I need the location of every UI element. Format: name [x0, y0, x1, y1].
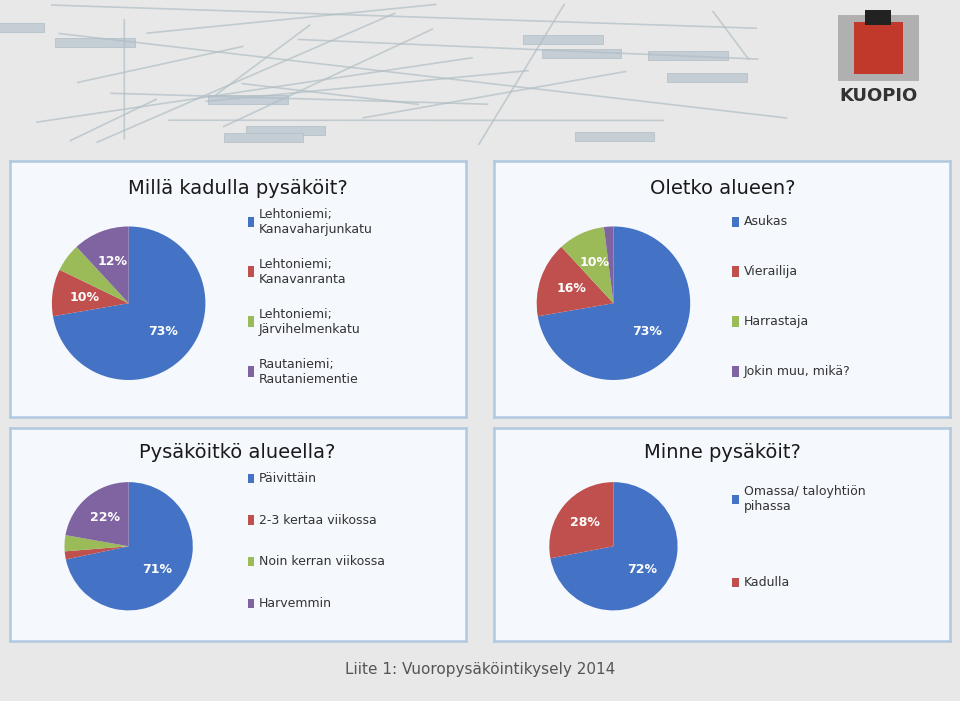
Text: Asukas: Asukas	[744, 215, 788, 229]
Wedge shape	[604, 226, 613, 304]
Wedge shape	[64, 535, 129, 552]
Bar	[208, 95, 288, 104]
Wedge shape	[77, 226, 129, 304]
FancyBboxPatch shape	[732, 495, 739, 504]
Wedge shape	[64, 546, 129, 559]
FancyBboxPatch shape	[248, 557, 254, 566]
Text: Lehtoniemi;
Järvihelmenkatu: Lehtoniemi; Järvihelmenkatu	[259, 308, 361, 336]
Bar	[667, 74, 747, 82]
Wedge shape	[538, 226, 690, 380]
Text: 72%: 72%	[627, 564, 657, 576]
Wedge shape	[53, 226, 205, 380]
Bar	[541, 49, 621, 57]
Text: Oletko alueen?: Oletko alueen?	[650, 179, 795, 198]
Text: Rautaniemi;
Rautaniementie: Rautaniemi; Rautaniementie	[259, 358, 359, 386]
Wedge shape	[52, 270, 129, 316]
Bar	[854, 22, 902, 74]
Text: Pysäköitkö alueella?: Pysäköitkö alueella?	[139, 442, 336, 461]
Bar	[575, 132, 655, 141]
Text: Omassa/ taloyhtiön
pihassa: Omassa/ taloyhtiön pihassa	[744, 485, 865, 513]
Bar	[837, 15, 919, 81]
Text: Lehtoniemi;
Kanavanranta: Lehtoniemi; Kanavanranta	[259, 258, 347, 286]
Bar	[865, 11, 892, 25]
Text: 71%: 71%	[142, 563, 173, 576]
FancyBboxPatch shape	[248, 515, 254, 524]
Text: Millä kadulla pysäköit?: Millä kadulla pysäköit?	[128, 179, 348, 198]
FancyBboxPatch shape	[248, 474, 254, 483]
Text: 16%: 16%	[557, 283, 587, 295]
Text: Jokin muu, mikä?: Jokin muu, mikä?	[744, 365, 851, 378]
Text: Lehtoniemi;
Kanavaharjunkatu: Lehtoniemi; Kanavaharjunkatu	[259, 208, 372, 236]
Text: 73%: 73%	[633, 325, 662, 339]
Text: 73%: 73%	[148, 325, 178, 339]
Wedge shape	[549, 482, 613, 558]
Wedge shape	[66, 482, 193, 611]
FancyBboxPatch shape	[248, 316, 254, 327]
FancyBboxPatch shape	[732, 366, 739, 377]
FancyBboxPatch shape	[732, 316, 739, 327]
Text: 22%: 22%	[89, 511, 120, 524]
Text: Päivittäin: Päivittäin	[259, 472, 317, 485]
Wedge shape	[550, 482, 678, 611]
FancyBboxPatch shape	[248, 599, 254, 608]
Text: 10%: 10%	[580, 257, 610, 269]
Text: Harvemmin: Harvemmin	[259, 597, 332, 610]
FancyBboxPatch shape	[732, 217, 739, 228]
Text: KUOPIO: KUOPIO	[839, 87, 918, 104]
Text: Harrastaja: Harrastaja	[744, 315, 809, 328]
Text: Liite 1: Vuoropysäköintikysely 2014: Liite 1: Vuoropysäköintikysely 2014	[345, 662, 615, 676]
FancyBboxPatch shape	[732, 578, 739, 587]
Bar	[0, 22, 44, 32]
Text: 2-3 kertaa viikossa: 2-3 kertaa viikossa	[259, 514, 376, 526]
FancyBboxPatch shape	[248, 366, 254, 377]
Wedge shape	[562, 227, 613, 304]
Text: Kadulla: Kadulla	[744, 576, 790, 589]
Text: 28%: 28%	[570, 516, 600, 529]
FancyBboxPatch shape	[248, 266, 254, 278]
FancyBboxPatch shape	[732, 266, 739, 278]
Bar	[224, 133, 303, 142]
Wedge shape	[60, 247, 129, 304]
Bar	[523, 36, 603, 44]
Text: Noin kerran viikossa: Noin kerran viikossa	[259, 555, 385, 569]
Bar	[246, 125, 325, 135]
Bar	[648, 51, 728, 60]
Text: Vierailija: Vierailija	[744, 266, 798, 278]
Wedge shape	[65, 482, 129, 546]
FancyBboxPatch shape	[248, 217, 254, 228]
Bar	[56, 38, 135, 47]
Text: 12%: 12%	[97, 255, 128, 268]
Wedge shape	[537, 247, 613, 316]
Text: Minne pysäköit?: Minne pysäköit?	[644, 442, 801, 461]
Text: 10%: 10%	[69, 290, 100, 304]
